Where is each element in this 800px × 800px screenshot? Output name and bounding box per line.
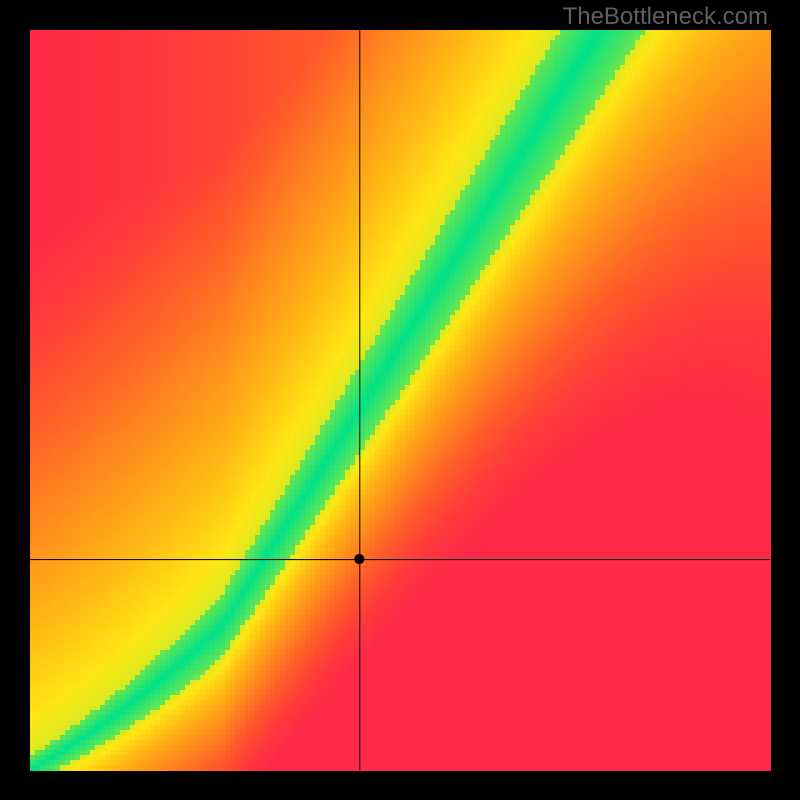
chart-container: TheBottleneck.com (0, 0, 800, 800)
bottleneck-heatmap (0, 0, 800, 800)
watermark-text: TheBottleneck.com (563, 3, 768, 31)
